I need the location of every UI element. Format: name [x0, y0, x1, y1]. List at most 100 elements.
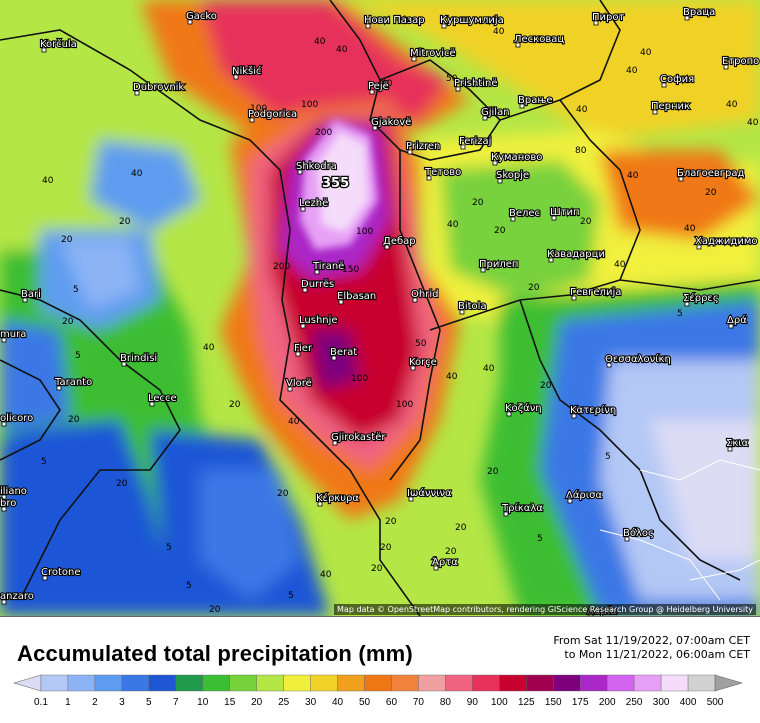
colorbar-tick-label: 100	[491, 697, 508, 708]
city-marker	[482, 115, 488, 121]
contour-value: 40	[684, 224, 696, 234]
city-label: Shkodra	[296, 161, 337, 172]
city-marker	[515, 42, 521, 48]
city-label: mura	[0, 329, 26, 340]
contour-value: 50	[446, 74, 458, 84]
colorbar-max-arrow	[714, 674, 744, 692]
city-marker	[506, 411, 512, 417]
colorbar-tick-label: 20	[251, 697, 263, 708]
contour-value: 40	[726, 100, 738, 110]
city-marker	[426, 175, 432, 181]
colorbar-bin	[445, 674, 473, 692]
city-label: Σκια	[726, 438, 749, 449]
contour-value: 40	[626, 66, 638, 76]
city-marker	[372, 125, 378, 131]
colorbar-bin	[364, 674, 392, 692]
city-marker	[187, 19, 193, 25]
city-label: Lezhë	[299, 198, 328, 209]
contour-value: 20	[119, 217, 131, 227]
city-marker	[606, 362, 612, 368]
city-marker	[249, 117, 255, 123]
contour-value: 100	[356, 227, 373, 237]
city-label: Κέρκυρα	[316, 492, 359, 504]
city-marker	[678, 176, 684, 182]
contour-value: 150	[342, 265, 359, 275]
contour-value: 20	[380, 543, 392, 553]
colorbar-bin	[121, 674, 150, 692]
city-marker	[121, 361, 127, 367]
city-marker	[300, 323, 306, 329]
time-period: From Sat 11/19/2022, 07:00am CET to Mon …	[553, 634, 750, 662]
contour-value: 5	[288, 591, 294, 601]
city-label: Велес	[509, 208, 540, 219]
colorbar-bin	[687, 674, 716, 692]
colorbar-bin	[391, 674, 419, 692]
colorbar-tick-label: 5	[146, 697, 152, 708]
coastline-islands	[599, 459, 760, 601]
city-label: Κατερίνη	[570, 404, 616, 416]
city-marker	[22, 297, 28, 303]
city-marker	[571, 413, 577, 419]
city-label: Куршумлија	[440, 14, 504, 26]
city-marker	[551, 215, 557, 221]
city-marker	[588, 614, 594, 616]
city-marker	[571, 295, 577, 301]
city-marker	[459, 309, 465, 315]
contour-value: 5	[75, 351, 81, 361]
colorbar-tick-label: 125	[518, 697, 535, 708]
colorbar-tick-label: 500	[707, 697, 724, 708]
city-marker	[1, 494, 7, 500]
map-attribution: Map data © OpenStreetMap contributors, r…	[334, 604, 756, 615]
colorbar-tick-label: 300	[653, 697, 670, 708]
city-label: Prizren	[406, 141, 440, 152]
contour-value: 20	[528, 283, 540, 293]
colorbar-bin	[472, 674, 500, 692]
contour-value: 40	[320, 570, 332, 580]
city-label: Ohrid	[411, 289, 438, 300]
city-label: Berat	[330, 347, 357, 358]
city-marker	[441, 23, 447, 29]
city-label: Elbasan	[337, 291, 376, 302]
contour-value: 200	[315, 128, 332, 138]
city-label: Bitola	[458, 301, 487, 312]
city-marker	[42, 575, 48, 581]
city-marker	[384, 244, 390, 250]
contour-value: 20	[229, 400, 241, 410]
contour-value: 20	[209, 605, 221, 615]
contour-value: 40	[314, 37, 326, 47]
colorbar-tick-label: 250	[626, 697, 643, 708]
contour-value: 40	[627, 171, 639, 181]
colorbar-tick-label: 80	[440, 697, 452, 708]
city-label: Δρά	[727, 314, 747, 326]
city-label: Dubrovnik	[133, 82, 184, 93]
city-marker	[624, 536, 630, 542]
contour-value: 5	[186, 581, 192, 591]
contour-value: 20	[385, 517, 397, 527]
city-label: Врање	[518, 95, 552, 106]
contour-value: 40	[483, 364, 495, 374]
contour-value: 5	[73, 285, 79, 295]
contour-value: 20	[487, 467, 499, 477]
city-label: Άρτα	[432, 556, 458, 568]
city-label: Прилеп	[479, 259, 518, 270]
precip-maximum	[300, 120, 378, 250]
city-marker	[1, 337, 7, 343]
colorbar-tick-label: 50	[359, 697, 371, 708]
contour-value: 20	[61, 235, 73, 245]
city-label: Durrës	[301, 279, 334, 290]
contour-value: 40	[640, 48, 652, 58]
city-marker	[723, 64, 729, 70]
colorbar-tick-label: 60	[386, 697, 398, 708]
borders	[0, 0, 760, 616]
city-marker	[497, 178, 503, 184]
contour-value: 5	[537, 534, 543, 544]
contour-value: 20	[371, 564, 383, 574]
contour-value: 20	[494, 226, 506, 236]
contour-value: 40	[747, 118, 759, 128]
city-label: Етропо	[722, 56, 759, 67]
city-label: Gjirokastër	[331, 432, 386, 443]
city-marker	[593, 20, 599, 26]
city-marker	[1, 506, 7, 512]
contour-value: 5	[41, 457, 47, 467]
contour-value: 80	[575, 146, 587, 156]
